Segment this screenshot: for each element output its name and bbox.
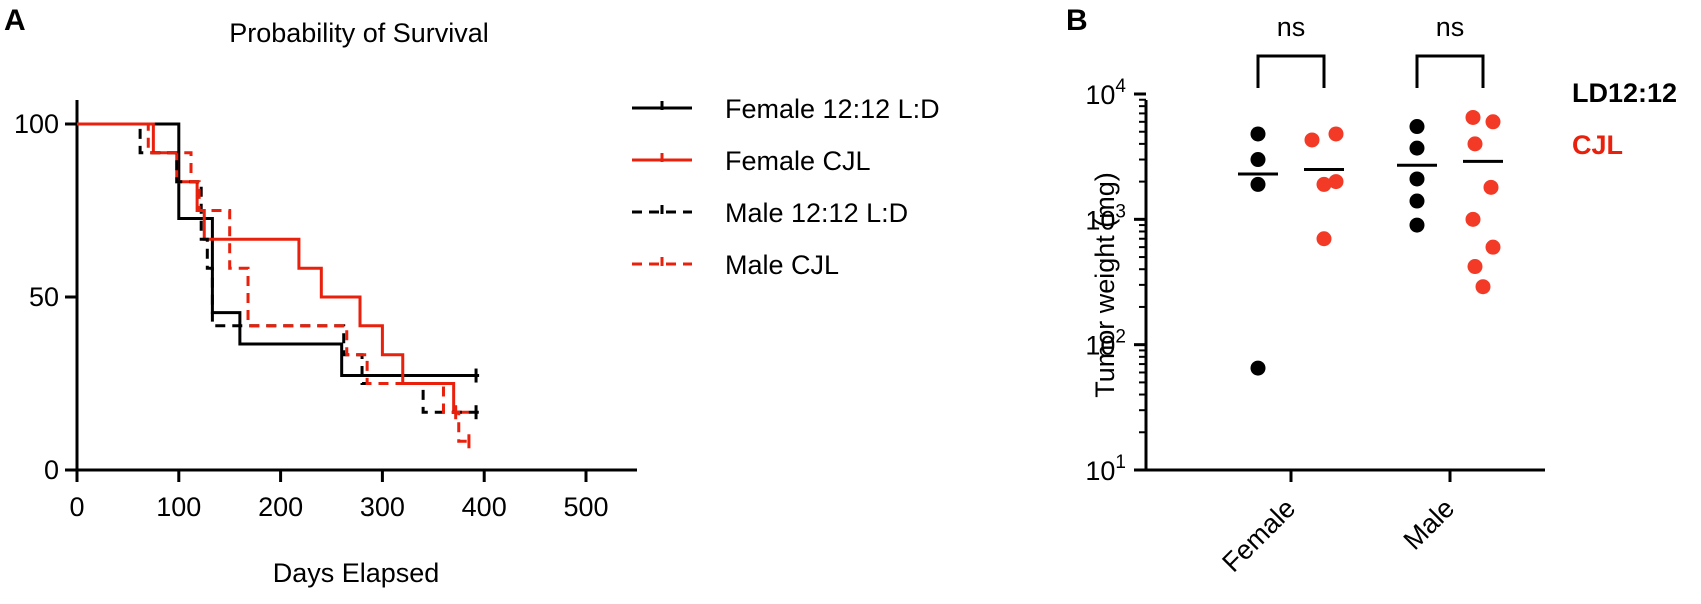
panel-b-label: B (1066, 4, 1088, 37)
survival-x-axis-label: Days Elapsed (273, 558, 440, 588)
survival-x-tick-label-0: 0 (69, 492, 84, 522)
legend-label-female-cjl: Female CJL (725, 146, 871, 176)
tumor-point-ld12-12-male-3 (1409, 193, 1425, 209)
tumor-point-cjl-male-5 (1485, 239, 1501, 255)
significance-bracket-male (1415, 54, 1485, 88)
tumor-significance: ns ns (1256, 12, 1485, 88)
tumor-point-ld12-12-female-0 (1250, 126, 1266, 142)
tumor-point-cjl-male-4 (1465, 211, 1481, 227)
tumor-point-ld12-12-male-1 (1409, 140, 1425, 156)
survival-y-tick-label-100: 100 (14, 109, 59, 139)
survival-curves (77, 122, 480, 449)
tumor-point-cjl-female-3 (1328, 174, 1344, 190)
survival-x-tick-label-500: 500 (563, 492, 608, 522)
tumor-point-cjl-male-3 (1483, 179, 1499, 195)
survival-x-ticks: 0 100 200 300 400 500 (69, 470, 609, 522)
significance-label-male: ns (1436, 12, 1465, 42)
legend-label-male-cjl: Male CJL (725, 250, 839, 280)
survival-legend: Female 12:12 L:D Female CJL Male 12:12 L:D… (632, 94, 940, 280)
tumor-point-cjl-male-2 (1467, 136, 1483, 152)
tumor-point-ld12-12-male-2 (1409, 171, 1425, 187)
tumor-x-tick-label-male: Male (1398, 493, 1461, 556)
tumor-legend-cjl: CJL (1572, 130, 1623, 160)
survival-x-tick-label-300: 300 (360, 492, 405, 522)
tumor-chart: 101 102 103 104 Female Male ns ns Tumor weigh… (1085, 12, 1677, 578)
tumor-point-ld12-12-female-3 (1250, 360, 1266, 376)
legend-label-male-12-12-l-d: Male 12:12 L:D (725, 198, 908, 228)
tumor-y-tick-label-1: 101 (1085, 452, 1126, 486)
tumor-point-cjl-male-6 (1467, 259, 1483, 275)
tumor-point-cjl-female-2 (1316, 176, 1332, 192)
survival-y-tick-label-50: 50 (29, 282, 59, 312)
tumor-y-tick-label-2: 102 (1085, 327, 1126, 361)
survival-x-tick-label-200: 200 (258, 492, 303, 522)
significance-bracket-female (1256, 54, 1326, 88)
tumor-point-cjl-female-0 (1304, 132, 1320, 148)
survival-x-tick-label-100: 100 (156, 492, 201, 522)
survival-y-ticks: 0 50 100 (14, 109, 77, 485)
tumor-point-ld12-12-female-2 (1250, 176, 1266, 192)
panel-a-label: A (4, 4, 26, 37)
tumor-y-axis-label: Tumor weight (mg) (1090, 172, 1120, 398)
tumor-y-ticks: 101 102 103 104 (1085, 76, 1146, 486)
tumor-point-ld12-12-male-4 (1409, 217, 1425, 233)
tumor-point-cjl-female-4 (1316, 231, 1332, 247)
significance-label-female: ns (1277, 12, 1306, 42)
survival-curve-male-12-12-l-d (77, 122, 480, 414)
tumor-legend: LD12:12 CJL (1572, 78, 1677, 160)
tumor-point-cjl-female-1 (1328, 126, 1344, 142)
legend-label-female-12-12-l-d: Female 12:12 L:D (725, 94, 940, 124)
tumor-x-ticks: Female Male (1216, 470, 1460, 578)
survival-curve-female-12-12-l-d (77, 122, 480, 378)
survival-title: Probability of Survival (229, 18, 489, 48)
survival-curve-female-cjl (77, 122, 469, 414)
survival-chart: Probability of Survival 0 50 100 0 100 200 30… (14, 18, 940, 588)
tumor-point-ld12-12-male-0 (1409, 119, 1425, 135)
tumor-y-tick-label-4: 104 (1085, 76, 1126, 110)
tumor-points (1238, 109, 1503, 376)
survival-x-tick-label-400: 400 (462, 492, 507, 522)
survival-y-tick-label-0: 0 (44, 455, 59, 485)
tumor-point-cjl-male-0 (1465, 109, 1481, 125)
tumor-x-tick-label-female: Female (1216, 493, 1301, 578)
tumor-legend-ld12-12: LD12:12 (1572, 78, 1677, 108)
tumor-point-cjl-male-1 (1485, 114, 1501, 130)
tumor-point-ld12-12-female-1 (1250, 152, 1266, 168)
tumor-y-tick-label-3: 103 (1085, 201, 1126, 235)
tumor-point-cjl-male-7 (1475, 279, 1491, 295)
survival-curve-male-cjl (77, 122, 469, 443)
